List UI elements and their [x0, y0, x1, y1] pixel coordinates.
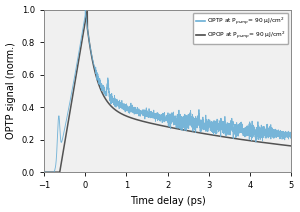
- Legend: OPTP at P$_{pump}$= 90 µJ/cm$^2$, OPOP at P$_{pump}$= 90 µJ/cm$^2$: OPTP at P$_{pump}$= 90 µJ/cm$^2$, OPOP a…: [193, 13, 288, 45]
- Y-axis label: OPTP signal (norm.): OPTP signal (norm.): [6, 43, 16, 139]
- X-axis label: Time delay (ps): Time delay (ps): [130, 196, 206, 206]
